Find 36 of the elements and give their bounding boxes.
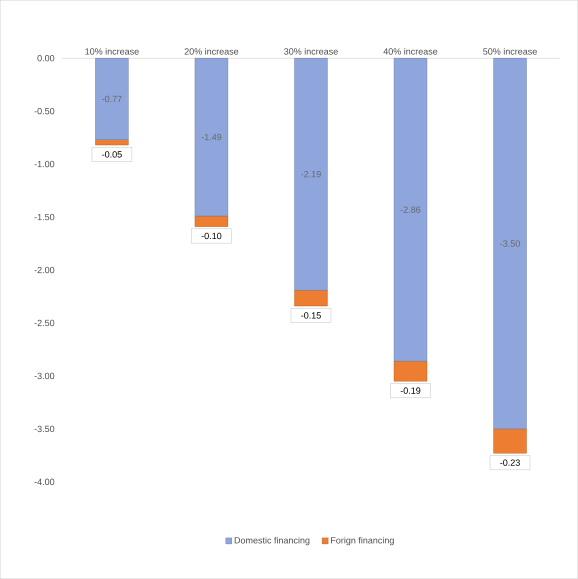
y-tick-label: -1.50 bbox=[34, 214, 54, 220]
bar bbox=[95, 140, 129, 146]
data-label: -1.49 bbox=[202, 134, 222, 140]
x-tick-label: 40% increase bbox=[383, 48, 438, 55]
legend-label: Forign financing bbox=[331, 536, 394, 546]
bar bbox=[194, 216, 228, 227]
x-tick-label: 20% increase bbox=[184, 48, 238, 55]
data-label: -0.05 bbox=[102, 151, 122, 158]
bar bbox=[294, 290, 328, 306]
bar bbox=[394, 360, 428, 382]
x-tick-label: 50% increase bbox=[483, 48, 537, 55]
x-tick-label: 30% increase bbox=[284, 48, 338, 55]
y-tick-label: 0.00 bbox=[37, 54, 54, 62]
bar bbox=[493, 428, 527, 454]
data-label: -0.77 bbox=[102, 96, 122, 102]
data-label: -0.10 bbox=[202, 232, 222, 240]
y-tick-label: -3.50 bbox=[34, 426, 54, 432]
y-tick-label: -4.00 bbox=[34, 478, 54, 486]
y-tick-label: -2.50 bbox=[34, 320, 54, 326]
data-label: -0.23 bbox=[500, 459, 520, 466]
data-label: -0.19 bbox=[400, 387, 420, 394]
y-tick-label: -3.00 bbox=[34, 372, 54, 380]
bar bbox=[194, 58, 228, 216]
y-tick-label: -0.50 bbox=[34, 108, 54, 114]
bar bbox=[294, 58, 328, 290]
bar bbox=[493, 58, 527, 430]
bar bbox=[394, 58, 428, 362]
data-label: -3.50 bbox=[500, 240, 520, 247]
data-label: -2.19 bbox=[301, 170, 321, 178]
data-label: -0.15 bbox=[301, 312, 321, 319]
bar bbox=[95, 58, 129, 140]
data-label: -2.86 bbox=[400, 206, 420, 213]
x-tick-label: 10% increase bbox=[85, 48, 139, 55]
y-tick-label: -2.00 bbox=[34, 266, 54, 274]
y-tick-label: -1.00 bbox=[34, 160, 54, 168]
legend-label: Domestic financing bbox=[234, 536, 310, 546]
